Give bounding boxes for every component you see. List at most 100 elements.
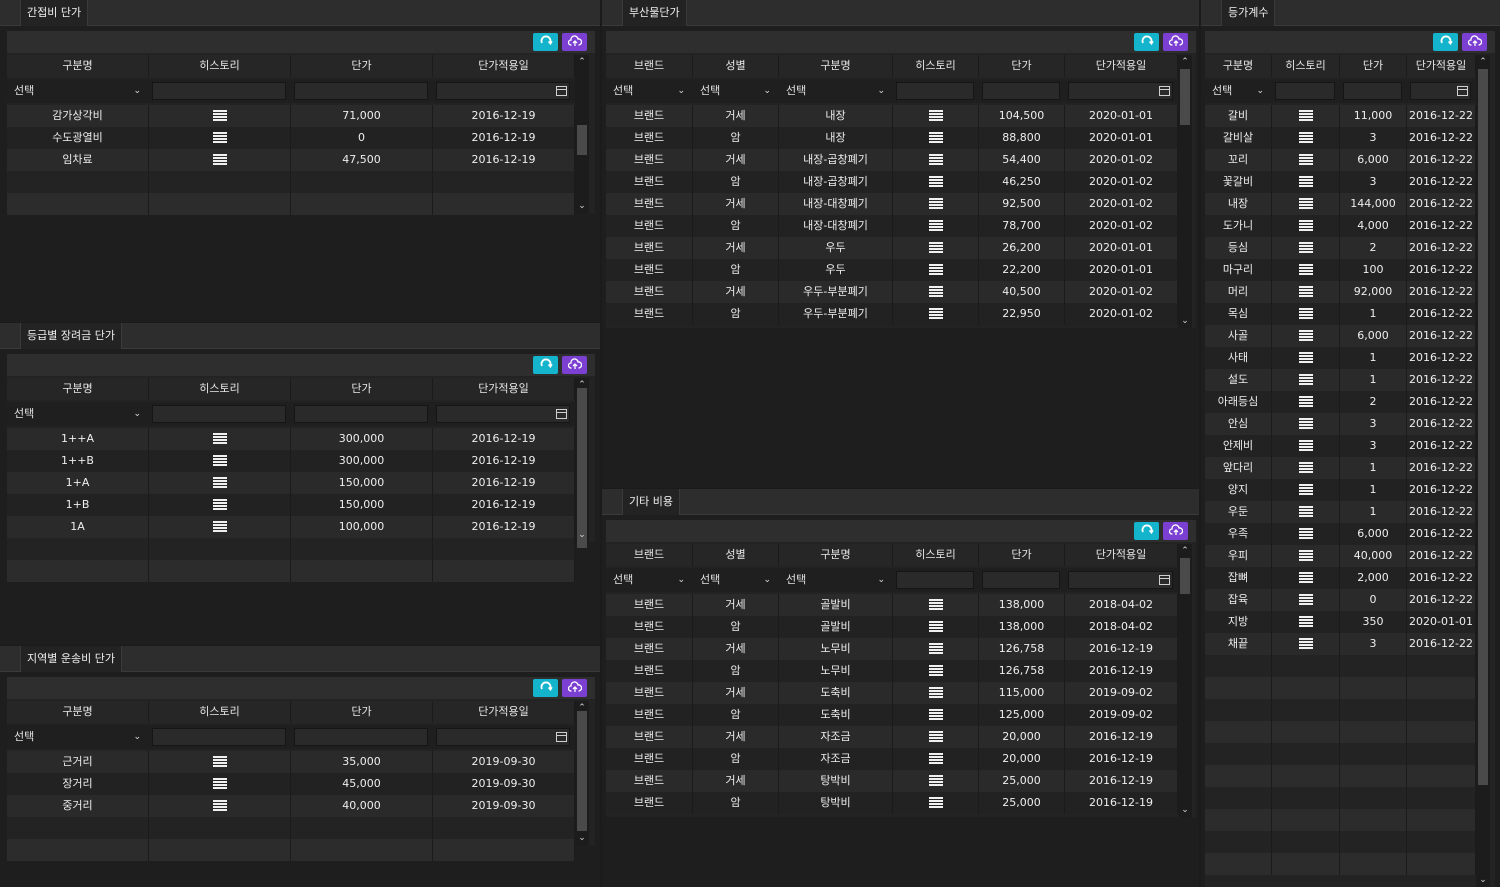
- history-cell[interactable]: [1272, 281, 1340, 303]
- upload-button[interactable]: [562, 679, 587, 697]
- list-icon[interactable]: [1298, 550, 1313, 562]
- calendar-icon[interactable]: [1159, 86, 1170, 96]
- list-icon[interactable]: [1298, 506, 1313, 518]
- history-cell[interactable]: [1272, 347, 1340, 369]
- list-icon[interactable]: [1298, 528, 1313, 540]
- filter-select[interactable]: 선택 ⌄: [782, 571, 888, 589]
- table-row[interactable]: 꼬리 6,000 2016-12-22: [1205, 149, 1476, 171]
- list-icon[interactable]: [1298, 198, 1313, 210]
- column-header[interactable]: 구분명: [779, 55, 893, 77]
- upload-button[interactable]: [1163, 33, 1188, 51]
- history-cell[interactable]: [1272, 435, 1340, 457]
- list-icon[interactable]: [928, 709, 943, 721]
- column-header[interactable]: 구분명: [7, 378, 149, 400]
- refresh-button[interactable]: [1134, 33, 1159, 51]
- scroll-up-icon[interactable]: ⌃: [1181, 546, 1189, 556]
- history-cell[interactable]: [149, 773, 291, 795]
- list-icon[interactable]: [928, 797, 943, 809]
- history-cell[interactable]: [1272, 479, 1340, 501]
- table-row[interactable]: 목심 1 2016-12-22: [1205, 303, 1476, 325]
- refresh-button[interactable]: [533, 679, 558, 697]
- history-cell[interactable]: [893, 748, 979, 770]
- history-cell[interactable]: [1272, 215, 1340, 237]
- table-row[interactable]: 꽃갈비 3 2016-12-22: [1205, 171, 1476, 193]
- history-cell[interactable]: [893, 594, 979, 616]
- scroll-down-icon[interactable]: ⌄: [1181, 316, 1189, 326]
- filter-input[interactable]: [294, 82, 428, 100]
- scrollbar-thumb[interactable]: [1180, 69, 1190, 125]
- table-row[interactable]: 양지 1 2016-12-22: [1205, 479, 1476, 501]
- filter-input[interactable]: [152, 82, 286, 100]
- list-icon[interactable]: [1298, 330, 1313, 342]
- filter-select[interactable]: 선택 ⌄: [782, 82, 888, 100]
- history-cell[interactable]: [893, 770, 979, 792]
- filter-input[interactable]: [436, 405, 570, 423]
- list-icon[interactable]: [928, 154, 943, 166]
- list-icon[interactable]: [928, 599, 943, 611]
- history-cell[interactable]: [893, 127, 979, 149]
- list-icon[interactable]: [928, 110, 943, 122]
- table-row[interactable]: 우둔 1 2016-12-22: [1205, 501, 1476, 523]
- history-cell[interactable]: [149, 127, 291, 149]
- column-header[interactable]: 브랜드: [606, 544, 693, 566]
- filter-input[interactable]: [896, 571, 974, 589]
- refresh-button[interactable]: [533, 33, 558, 51]
- filter-select[interactable]: 선택 ⌄: [10, 728, 144, 746]
- list-icon[interactable]: [1298, 418, 1313, 430]
- history-cell[interactable]: [893, 149, 979, 171]
- filter-select[interactable]: 선택 ⌄: [10, 82, 144, 100]
- table-row[interactable]: 브랜드 거세 우두 26,200 2020-01-01: [606, 237, 1178, 259]
- filter-select[interactable]: 선택 ⌄: [609, 82, 688, 100]
- scrollbar-thumb[interactable]: [577, 388, 587, 548]
- list-icon[interactable]: [928, 687, 943, 699]
- filter-input[interactable]: [982, 82, 1060, 100]
- history-cell[interactable]: [1272, 369, 1340, 391]
- scroll-up-icon[interactable]: ⌃: [578, 380, 586, 390]
- list-icon[interactable]: [928, 308, 943, 320]
- column-header[interactable]: 히스토리: [149, 701, 291, 723]
- table-row[interactable]: 감가상각비 71,000 2016-12-19: [7, 105, 575, 127]
- list-icon[interactable]: [1298, 374, 1313, 386]
- table-row[interactable]: 사골 6,000 2016-12-22: [1205, 325, 1476, 347]
- list-icon[interactable]: [1298, 396, 1313, 408]
- column-header[interactable]: 히스토리: [893, 544, 979, 566]
- history-cell[interactable]: [149, 428, 291, 450]
- list-icon[interactable]: [928, 731, 943, 743]
- filter-select[interactable]: 선택 ⌄: [696, 571, 774, 589]
- vertical-scrollbar[interactable]: ⌃ ⌄: [1476, 55, 1490, 887]
- column-header[interactable]: 단가적용일: [1065, 55, 1178, 77]
- list-icon[interactable]: [212, 110, 227, 122]
- history-cell[interactable]: [893, 303, 979, 325]
- table-row[interactable]: 브랜드 거세 내장 104,500 2020-01-01: [606, 105, 1178, 127]
- history-cell[interactable]: [893, 660, 979, 682]
- list-icon[interactable]: [1298, 616, 1313, 628]
- history-cell[interactable]: [893, 616, 979, 638]
- list-icon[interactable]: [212, 778, 227, 790]
- history-cell[interactable]: [1272, 633, 1340, 655]
- history-cell[interactable]: [893, 215, 979, 237]
- vertical-scrollbar[interactable]: ⌃ ⌄: [1178, 544, 1192, 817]
- list-icon[interactable]: [1298, 242, 1313, 254]
- history-cell[interactable]: [149, 751, 291, 773]
- list-icon[interactable]: [212, 756, 227, 768]
- list-icon[interactable]: [1298, 132, 1313, 144]
- vertical-scrollbar[interactable]: ⌃ ⌄: [575, 701, 589, 845]
- column-header[interactable]: 구분명: [779, 544, 893, 566]
- history-cell[interactable]: [893, 726, 979, 748]
- history-cell[interactable]: [1272, 105, 1340, 127]
- scroll-down-icon[interactable]: ⌄: [578, 530, 586, 540]
- filter-input[interactable]: [436, 82, 570, 100]
- history-cell[interactable]: [893, 259, 979, 281]
- table-row[interactable]: 수도광열비 0 2016-12-19: [7, 127, 575, 149]
- table-row[interactable]: 브랜드 거세 우두-부분폐기 40,500 2020-01-02: [606, 281, 1178, 303]
- upload-button[interactable]: [562, 356, 587, 374]
- table-row[interactable]: 브랜드 암 도축비 125,000 2019-09-02: [606, 704, 1178, 726]
- history-cell[interactable]: [149, 795, 291, 817]
- filter-input[interactable]: [896, 82, 974, 100]
- column-header[interactable]: 단가: [291, 701, 433, 723]
- table-row[interactable]: 1++B 300,000 2016-12-19: [7, 450, 575, 472]
- history-cell[interactable]: [149, 105, 291, 127]
- column-header[interactable]: 단가적용일: [433, 55, 575, 77]
- history-cell[interactable]: [1272, 523, 1340, 545]
- column-header[interactable]: 구분명: [7, 55, 149, 77]
